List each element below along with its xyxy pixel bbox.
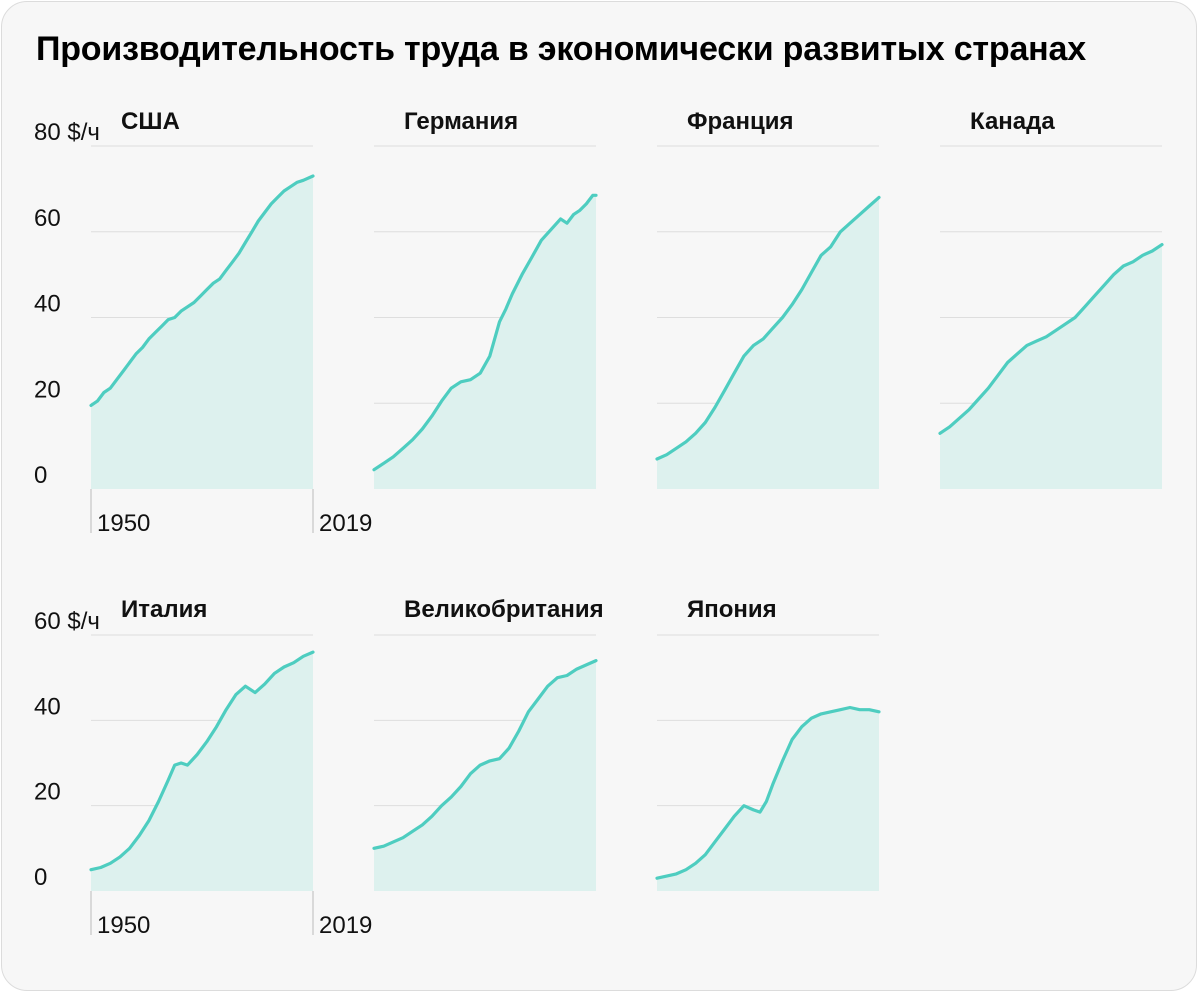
panel-3: Франция: [655, 108, 881, 489]
x-tick-label: 1950: [97, 912, 150, 939]
panel-title: США: [121, 108, 180, 135]
panel-title: Великобритания: [404, 596, 604, 623]
series-line: [89, 174, 315, 407]
panel-1: США 0 20 40 60 80 $/ч 1950 2019: [34, 108, 372, 537]
series-line: [938, 243, 1164, 435]
panel-title: Германия: [404, 108, 518, 135]
panel-title: Канада: [970, 108, 1055, 135]
panel-title: Франция: [687, 108, 794, 135]
panel-4: Канада: [938, 108, 1164, 489]
series-line: [89, 650, 315, 872]
panel-2: Германия: [372, 108, 598, 490]
y-tick-label: 40: [34, 693, 61, 720]
series-area: [374, 660, 596, 891]
series-area: [940, 244, 1162, 489]
y-tick-label: 0: [34, 462, 47, 489]
panel-6: Великобритания: [372, 596, 604, 891]
panel-5: Италия 0 20 40 60 $/ч 1950 2019: [34, 596, 372, 939]
series-line: [655, 195, 881, 461]
series-area: [91, 652, 313, 891]
y-tick-label: 60 $/ч: [34, 608, 100, 635]
y-tick-label: 20: [34, 376, 61, 403]
series-area: [657, 197, 879, 489]
series-area: [91, 176, 313, 489]
panel-title: Япония: [687, 596, 777, 623]
y-tick-label: 60: [34, 205, 61, 232]
y-tick-label: 0: [34, 864, 47, 891]
x-tick-label: 2019: [319, 912, 372, 939]
y-tick-label: 20: [34, 779, 61, 806]
series-line: [655, 705, 881, 880]
panel-7: Япония: [655, 596, 881, 891]
x-tick-label: 1950: [97, 510, 150, 537]
y-tick-label: 80 $/ч: [34, 119, 100, 146]
y-tick-label: 40: [34, 291, 61, 318]
panel-title: Италия: [121, 596, 207, 623]
series-line: [372, 658, 598, 850]
series-area: [374, 195, 596, 490]
series-line: [372, 193, 598, 472]
x-tick-label: 2019: [319, 510, 372, 537]
page-title: Производительность труда в экономически …: [36, 30, 1086, 68]
